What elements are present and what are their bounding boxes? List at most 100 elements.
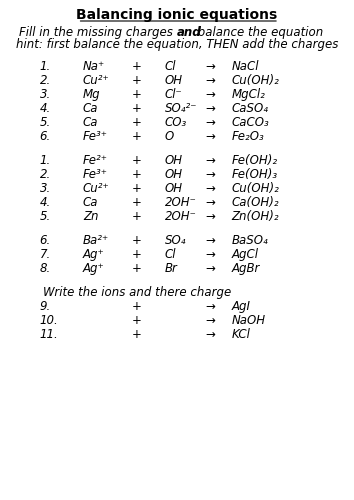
Text: →: → [205, 182, 215, 195]
Text: →: → [205, 154, 215, 167]
Text: Ca: Ca [83, 116, 98, 129]
Text: NaCl: NaCl [232, 60, 259, 73]
Text: +: + [131, 154, 141, 167]
Text: 7.: 7. [40, 248, 51, 261]
Text: 5.: 5. [40, 116, 51, 129]
Text: Cl: Cl [165, 248, 176, 261]
Text: +: + [131, 74, 141, 87]
Text: AgCl: AgCl [232, 248, 258, 261]
Text: 6.: 6. [40, 234, 51, 247]
Text: 8.: 8. [40, 262, 51, 275]
Text: Fe³⁺: Fe³⁺ [83, 130, 108, 143]
Text: →: → [205, 196, 215, 209]
Text: OH: OH [165, 154, 183, 167]
Text: 4.: 4. [40, 196, 51, 209]
Text: Ca: Ca [83, 102, 98, 115]
Text: →: → [205, 130, 215, 143]
Text: OH: OH [165, 74, 183, 87]
Text: →: → [205, 248, 215, 261]
Text: Br: Br [165, 262, 178, 275]
Text: Zn: Zn [83, 210, 98, 223]
Text: Ag⁺: Ag⁺ [83, 262, 104, 275]
Text: Zn(OH)₂: Zn(OH)₂ [232, 210, 279, 223]
Text: +: + [131, 60, 141, 73]
Text: Cu²⁺: Cu²⁺ [83, 182, 109, 195]
Text: Ca: Ca [83, 196, 98, 209]
Text: →: → [205, 262, 215, 275]
Text: and: and [177, 26, 202, 39]
Text: Cl⁻: Cl⁻ [165, 88, 183, 101]
Text: Balancing ionic equations: Balancing ionic equations [76, 8, 278, 22]
Text: AgBr: AgBr [232, 262, 260, 275]
Text: →: → [205, 88, 215, 101]
Text: +: + [131, 328, 141, 341]
Text: Fe₂O₃: Fe₂O₃ [232, 130, 264, 143]
Text: balance the equation: balance the equation [194, 26, 324, 39]
Text: Fe(OH)₂: Fe(OH)₂ [232, 154, 278, 167]
Text: →: → [205, 328, 215, 341]
Text: Fe³⁺: Fe³⁺ [83, 168, 108, 181]
Text: Fe²⁺: Fe²⁺ [83, 154, 108, 167]
Text: →: → [205, 314, 215, 327]
Text: 6.: 6. [40, 130, 51, 143]
Text: OH: OH [165, 182, 183, 195]
Text: KCl: KCl [232, 328, 250, 341]
Text: Ag⁺: Ag⁺ [83, 248, 104, 261]
Text: 3.: 3. [40, 88, 51, 101]
Text: Cl: Cl [165, 60, 176, 73]
Text: Na⁺: Na⁺ [83, 60, 105, 73]
Text: +: + [131, 196, 141, 209]
Text: NaOH: NaOH [232, 314, 266, 327]
Text: Write the ions and there charge: Write the ions and there charge [43, 286, 231, 299]
Text: +: + [131, 182, 141, 195]
Text: Ca(OH)₂: Ca(OH)₂ [232, 196, 279, 209]
Text: 11.: 11. [40, 328, 58, 341]
Text: SO₄: SO₄ [165, 234, 187, 247]
Text: →: → [205, 234, 215, 247]
Text: +: + [131, 300, 141, 313]
Text: 3.: 3. [40, 182, 51, 195]
Text: CaSO₄: CaSO₄ [232, 102, 268, 115]
Text: +: + [131, 88, 141, 101]
Text: Mg: Mg [83, 88, 101, 101]
Text: OH: OH [165, 168, 183, 181]
Text: 5.: 5. [40, 210, 51, 223]
Text: +: + [131, 130, 141, 143]
Text: AgI: AgI [232, 300, 250, 313]
Text: +: + [131, 248, 141, 261]
Text: +: + [131, 262, 141, 275]
Text: Cu(OH)₂: Cu(OH)₂ [232, 182, 279, 195]
Text: O: O [165, 130, 174, 143]
Text: 10.: 10. [40, 314, 58, 327]
Text: 2OH⁻: 2OH⁻ [165, 210, 197, 223]
Text: →: → [205, 116, 215, 129]
Text: 1.: 1. [40, 60, 51, 73]
Text: CO₃: CO₃ [165, 116, 187, 129]
Text: 2.: 2. [40, 168, 51, 181]
Text: →: → [205, 168, 215, 181]
Text: +: + [131, 168, 141, 181]
Text: 2.: 2. [40, 74, 51, 87]
Text: →: → [205, 102, 215, 115]
Text: Cu(OH)₂: Cu(OH)₂ [232, 74, 279, 87]
Text: 9.: 9. [40, 300, 51, 313]
Text: +: + [131, 210, 141, 223]
Text: →: → [205, 210, 215, 223]
Text: 4.: 4. [40, 102, 51, 115]
Text: 1.: 1. [40, 154, 51, 167]
Text: +: + [131, 102, 141, 115]
Text: +: + [131, 234, 141, 247]
Text: CaCO₃: CaCO₃ [232, 116, 269, 129]
Text: +: + [131, 314, 141, 327]
Text: Fill in the missing charges: Fill in the missing charges [19, 26, 177, 39]
Text: 2OH⁻: 2OH⁻ [165, 196, 197, 209]
Text: →: → [205, 74, 215, 87]
Text: Ba²⁺: Ba²⁺ [83, 234, 109, 247]
Text: →: → [205, 60, 215, 73]
Text: hint: first balance the equation, THEN add the charges: hint: first balance the equation, THEN a… [16, 38, 338, 51]
Text: MgCl₂: MgCl₂ [232, 88, 266, 101]
Text: →: → [205, 300, 215, 313]
Text: Cu²⁺: Cu²⁺ [83, 74, 109, 87]
Text: SO₄²⁻: SO₄²⁻ [165, 102, 198, 115]
Text: BaSO₄: BaSO₄ [232, 234, 268, 247]
